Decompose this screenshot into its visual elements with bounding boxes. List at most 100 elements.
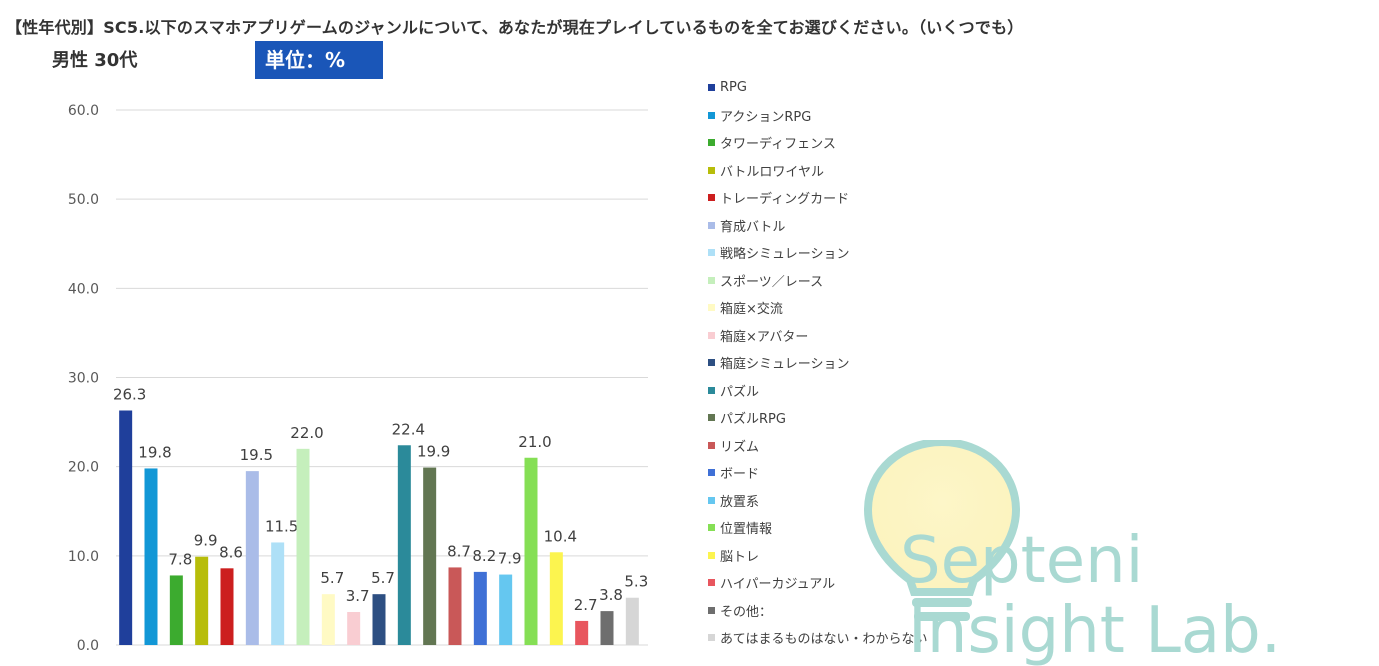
data-label: 10.4: [544, 527, 577, 545]
bar-12: [397, 445, 411, 645]
legend-item: その他：: [708, 597, 927, 625]
bar-14: [448, 567, 462, 645]
legend-label: バトルロワイヤル: [720, 164, 825, 180]
legend-item: 戦略シミュレーション: [708, 239, 927, 267]
legend-swatch: [708, 469, 715, 477]
legend-swatch: [708, 84, 715, 92]
bar-18: [549, 552, 563, 645]
y-tick-label: 0.0: [77, 638, 99, 654]
legend-swatch: [708, 331, 715, 339]
legend-label: リズム: [720, 439, 760, 455]
bar-8: [296, 448, 310, 645]
legend-item: 脳トレ: [708, 542, 927, 570]
segment-label: 男性 30代: [52, 50, 138, 71]
legend-label: 放置系: [720, 494, 760, 510]
bar-15: [473, 571, 487, 645]
legend-item: 箱庭×アバター: [708, 322, 927, 350]
data-label: 19.5: [240, 446, 273, 464]
legend-item: トレーディングカード: [708, 184, 927, 212]
legend-swatch: [708, 496, 715, 504]
septeni-logo: Septeni Insight Lab.: [863, 440, 1281, 666]
y-tick-label: 30.0: [68, 371, 99, 387]
bar-13: [423, 467, 437, 645]
bar-4: [195, 556, 209, 645]
data-label: 7.9: [498, 550, 522, 568]
y-tick-label: 40.0: [68, 281, 99, 297]
y-tick-label: 60.0: [68, 103, 99, 119]
data-label: 3.7: [346, 587, 370, 605]
legend-item: ハイパーカジュアル: [708, 569, 927, 597]
legend-item: アクションRPG: [708, 102, 927, 130]
legend-item: ボード: [708, 459, 927, 487]
data-label: 2.7: [574, 596, 598, 614]
bar-5: [220, 568, 234, 645]
legend-swatch: [708, 249, 715, 257]
legend-item: パズルRPG: [708, 404, 927, 432]
data-label: 26.3: [113, 385, 146, 403]
chart-title: 【性年代別】SC5.以下のスマホアプリゲームのジャンルについて、あなたが現在プレ…: [6, 18, 1024, 37]
legend-swatch: [708, 359, 715, 367]
bar-9: [321, 594, 335, 645]
legend-label: 脳トレ: [720, 549, 760, 565]
data-label: 5.7: [371, 569, 395, 587]
legend-swatch: [708, 441, 715, 449]
legend-swatch: [708, 276, 715, 284]
legend-swatch: [708, 524, 715, 532]
legend-swatch: [708, 221, 715, 229]
bar-21: [625, 597, 639, 645]
legend-swatch: [708, 579, 715, 587]
legend-item: 放置系: [708, 487, 927, 515]
legend-label: その他：: [720, 604, 773, 620]
legend-label: あてはまるものはない・わからない: [720, 632, 928, 648]
legend-label: ハイパーカジュアル: [720, 577, 836, 593]
data-label: 8.6: [219, 543, 243, 561]
legend-item: 箱庭×交流: [708, 294, 927, 322]
y-tick-label: 20.0: [68, 460, 99, 476]
legend-item: RPG: [708, 74, 927, 102]
legend-label: スポーツ／レース: [720, 274, 824, 290]
bar-11: [372, 594, 386, 645]
bar-16: [499, 574, 513, 645]
logo-line2: Insight Lab.: [908, 594, 1281, 666]
chart-legend: RPG アクションRPG タワーディフェンス バトルロワイヤル トレーディングカード 育成…: [708, 74, 927, 652]
legend-label: 戦略シミュレーション: [720, 247, 850, 263]
legend-swatch: [708, 551, 715, 559]
legend-swatch: [708, 194, 715, 202]
data-label: 8.2: [472, 547, 496, 565]
legend-label: 箱庭×交流: [720, 302, 783, 318]
y-tick-label: 10.0: [68, 549, 99, 565]
bar-7: [271, 542, 285, 645]
bar-3: [169, 575, 183, 645]
legend-swatch: [708, 166, 715, 174]
legend-label: パズルRPG: [720, 412, 786, 428]
y-tick-label: 50.0: [68, 192, 99, 208]
legend-swatch: [708, 304, 715, 312]
legend-label: 箱庭シミュレーション: [720, 357, 850, 373]
data-label: 21.0: [518, 433, 551, 451]
data-label: 22.0: [290, 424, 323, 442]
legend-label: トレーディングカード: [720, 192, 850, 208]
data-label: 7.8: [168, 550, 192, 568]
legend-label: ボード: [720, 467, 760, 483]
legend-label: 育成バトル: [720, 219, 786, 235]
legend-item: スポーツ／レース: [708, 267, 927, 295]
data-label: 9.9: [194, 532, 218, 550]
bar-10: [347, 612, 361, 645]
legend-label: 箱庭×アバター: [720, 329, 809, 345]
bar-1: [119, 410, 133, 645]
legend-label: アクションRPG: [720, 109, 812, 125]
legend-swatch: [708, 111, 715, 119]
legend-item: あてはまるものはない・わからない: [708, 624, 927, 652]
legend-label: RPG: [720, 80, 747, 96]
legend-label: パズル: [720, 384, 760, 400]
bar-6: [245, 471, 259, 645]
legend-swatch: [708, 386, 715, 394]
data-label: 22.4: [392, 420, 425, 438]
bar-17: [524, 457, 538, 645]
bar-2: [144, 468, 158, 645]
data-label: 5.7: [320, 569, 344, 587]
logo-line1: Septeni: [900, 524, 1143, 598]
unit-badge: 単位：%: [255, 41, 383, 79]
data-label: 19.9: [417, 443, 450, 461]
legend-label: 位置情報: [720, 522, 773, 538]
